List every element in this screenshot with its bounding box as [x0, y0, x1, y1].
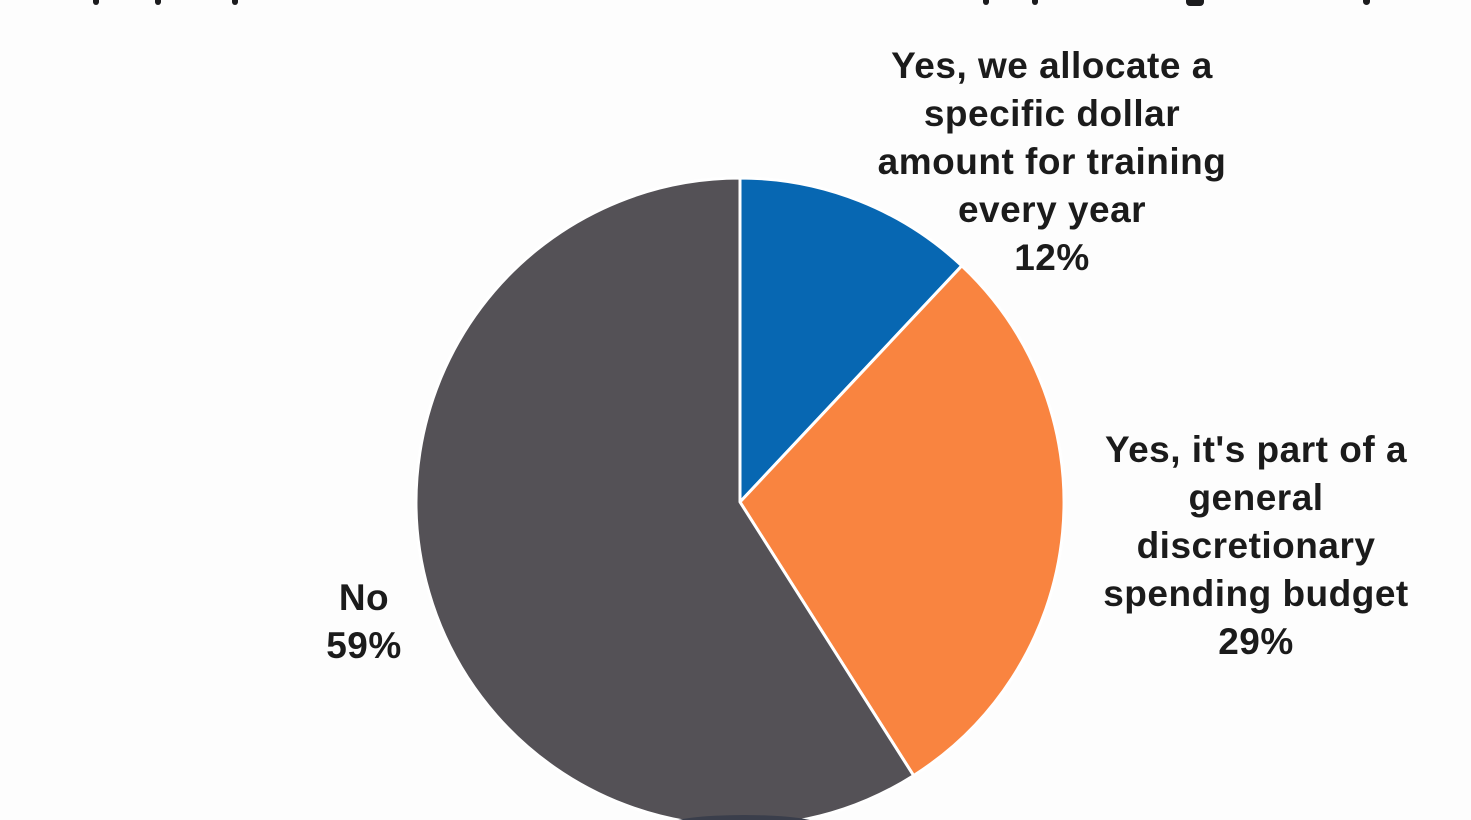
slice-label-line: specific dollar [923, 93, 1181, 134]
clipped-title-fragment [93, 0, 99, 5]
slice-label-line: Yes, we allocate a [891, 45, 1213, 86]
slice-label-general-discretionary: Yes, it's part of a general discretionar… [1026, 426, 1471, 666]
clipped-title-fragment [1032, 0, 1038, 5]
slice-label-line: Yes, it's part of a [1104, 429, 1408, 470]
pie-slice-no [414, 176, 916, 820]
slice-label-line: amount for training [877, 141, 1227, 182]
slice-label-line: discretionary [1136, 525, 1376, 566]
pie-slice-general-discretionary-budget [738, 264, 1066, 778]
slice-pct-label: 29% [1218, 621, 1294, 662]
slice-pct-label: 59% [326, 625, 402, 666]
slice-label-no: No 59% [264, 574, 464, 670]
clipped-title-fragment [155, 0, 161, 5]
slice-pct-label: 12% [1014, 237, 1090, 278]
slice-label-line: spending budget [1103, 573, 1409, 614]
pie-bottom-shadow [678, 815, 810, 820]
slice-label-line: No [338, 577, 390, 618]
clipped-title-fragment [1363, 0, 1370, 5]
clipped-title-fragment [983, 0, 989, 5]
clipped-title-fragment [232, 0, 238, 5]
clipped-title-fragments [0, 0, 1471, 10]
clipped-title-fragment [1186, 0, 1204, 6]
slice-label-specific-dollar-amount: Yes, we allocate a specific dollar amoun… [792, 42, 1312, 282]
slice-label-line: general [1188, 477, 1324, 518]
slice-label-line: every year [957, 189, 1147, 230]
pie-slice-specific-dollar-amount [738, 176, 964, 504]
